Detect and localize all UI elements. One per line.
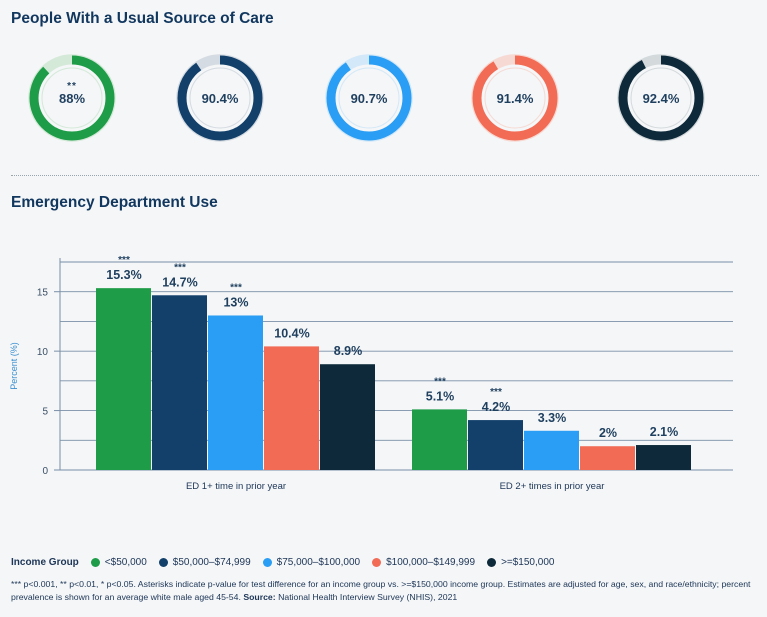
bar [152, 295, 207, 470]
y-tick-label: 10 [37, 347, 49, 358]
bar-value-label: 8.9% [334, 344, 363, 358]
donut-significance: ** [67, 81, 77, 92]
bar-significance: *** [118, 255, 130, 266]
bar-value-label: 4.2% [482, 400, 511, 414]
bar-significance: *** [230, 282, 242, 293]
bar [320, 364, 375, 470]
bar-value-label: 15.3% [106, 268, 141, 282]
donut-ring [28, 54, 116, 142]
legend-item: $75,000–$100,000 [262, 557, 361, 568]
bar-value-label: 5.1% [426, 389, 455, 403]
legend-label: $75,000–$100,000 [276, 557, 361, 568]
donut-inner-ring [630, 67, 692, 129]
donut-outer-ring [325, 54, 413, 142]
usual-care-title: People With a Usual Source of Care [11, 10, 274, 27]
y-tick-label: 15 [37, 288, 49, 299]
legend-label: $100,000–$149,999 [386, 557, 476, 568]
donut-ring [471, 54, 559, 142]
legend-swatch [372, 558, 382, 567]
donut-chart: ** 88% [24, 50, 120, 146]
donut-outer-ring [176, 54, 264, 142]
footnote: *** p<0.001, ** p<0.01, * p<0.05. Asteri… [11, 578, 756, 604]
legend-swatch [262, 558, 272, 567]
ed-use-title: Emergency Department Use [11, 194, 218, 211]
legend-item: <$50,000 [90, 557, 147, 568]
donut-chart: 91.4% [467, 50, 563, 146]
donut-arc [177, 55, 263, 141]
bar [468, 420, 523, 470]
bar-value-label: 3.3% [538, 411, 567, 425]
bar-value-label: 10.4% [274, 326, 309, 340]
legend-label: >=$150,000 [501, 557, 555, 568]
bar-value-label: 13% [223, 295, 248, 309]
donut-value: 91.4% [496, 90, 534, 106]
donut-arc [472, 55, 558, 141]
category-label: ED 2+ times in prior year [500, 481, 605, 492]
donut-outer-ring [28, 54, 116, 142]
bar [412, 409, 467, 470]
donut-chart: 90.7% [321, 50, 417, 146]
footnote-source-label: Source: [243, 592, 276, 602]
y-axis-label: Percent (%) [9, 342, 19, 390]
bar-value-label: 2.1% [650, 425, 679, 439]
donut-inner-ring [189, 67, 251, 129]
donut-chart: 90.4% [172, 50, 268, 146]
bar-significance: *** [174, 262, 186, 273]
legend-swatch [158, 558, 168, 567]
legend-item: >=$150,000 [487, 557, 554, 568]
legend-swatch [487, 558, 497, 567]
donut-value: 90.4% [201, 90, 239, 106]
legend-label: $50,000–$74,999 [172, 557, 251, 568]
footnote-text: *** p<0.001, ** p<0.01, * p<0.05. Asteri… [11, 579, 751, 602]
legend-item: $100,000–$149,999 [372, 557, 475, 568]
donut-ring [617, 54, 705, 142]
donut-ring [176, 54, 264, 142]
donut-arc [326, 55, 412, 141]
donut-value: 88% [58, 90, 86, 106]
bar [96, 288, 151, 470]
bar-value-label: 14.7% [162, 275, 197, 289]
legend-label: <$50,000 [104, 557, 147, 568]
bar-significance: *** [490, 387, 502, 398]
ed-bar-chart: 0 5 10 15 Percent (%) 15.3% *** 14.7% *** 13% *** 1… [9, 255, 733, 492]
donut-value: 92.4% [642, 90, 680, 106]
donut-outer-ring [617, 54, 705, 142]
bar [580, 446, 635, 470]
donut-chart: 92.4% [613, 50, 709, 146]
footnote-source: National Health Interview Survey (NHIS),… [278, 592, 458, 602]
donut-inner-ring [484, 67, 546, 129]
donut-value: 90.7% [350, 90, 388, 106]
bar [524, 430, 579, 470]
bar [264, 346, 319, 470]
bar-value-label: 2% [599, 426, 617, 440]
donut-inner-ring [338, 67, 400, 129]
donut-ring [325, 54, 413, 142]
bar-significance: *** [434, 376, 446, 387]
donut-arc [29, 55, 115, 141]
donut-arc [618, 55, 704, 141]
section-divider [11, 175, 759, 176]
donut-inner-ring [41, 67, 103, 129]
y-tick-label: 0 [42, 466, 48, 477]
y-tick-label: 5 [42, 407, 48, 418]
bar [208, 315, 263, 470]
legend-item: $50,000–$74,999 [158, 557, 251, 568]
legend: Income Group <$50,000 $50,000–$74,999 $7… [11, 557, 566, 568]
category-label: ED 1+ time in prior year [186, 481, 286, 492]
bar [636, 445, 691, 470]
donut-outer-ring [471, 54, 559, 142]
legend-swatch [90, 558, 100, 567]
legend-title: Income Group [11, 557, 79, 568]
